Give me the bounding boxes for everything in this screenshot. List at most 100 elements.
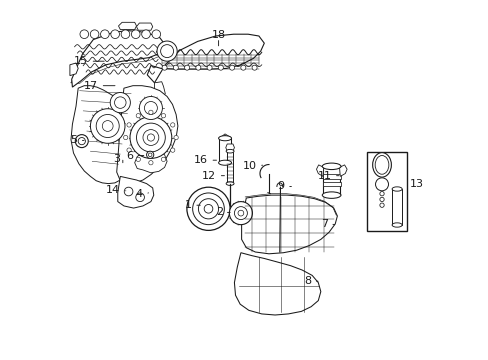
Text: 13: 13 <box>409 179 423 189</box>
Ellipse shape <box>391 187 401 191</box>
Bar <box>322 174 340 179</box>
Text: 7: 7 <box>320 219 327 229</box>
Circle shape <box>136 123 165 152</box>
Circle shape <box>111 30 119 39</box>
Circle shape <box>162 65 167 70</box>
Polygon shape <box>70 63 78 76</box>
Circle shape <box>379 192 384 196</box>
Circle shape <box>204 204 212 213</box>
Circle shape <box>127 148 131 152</box>
Circle shape <box>229 65 234 70</box>
Circle shape <box>78 138 85 145</box>
Circle shape <box>170 148 175 152</box>
Ellipse shape <box>374 156 388 174</box>
Polygon shape <box>134 150 167 173</box>
Text: 18: 18 <box>211 30 225 40</box>
Circle shape <box>229 202 252 225</box>
Circle shape <box>198 199 218 219</box>
Polygon shape <box>117 86 178 184</box>
Circle shape <box>146 151 153 158</box>
Circle shape <box>251 65 257 70</box>
Bar <box>366 152 407 231</box>
Circle shape <box>206 65 212 70</box>
Text: 6: 6 <box>126 150 133 161</box>
Circle shape <box>142 130 159 145</box>
Circle shape <box>144 102 157 114</box>
Text: 5: 5 <box>70 135 77 145</box>
Circle shape <box>147 134 154 141</box>
Circle shape <box>90 30 99 39</box>
Circle shape <box>161 157 165 162</box>
Circle shape <box>80 30 88 39</box>
Polygon shape <box>339 165 346 176</box>
Circle shape <box>148 110 153 114</box>
Polygon shape <box>72 31 165 87</box>
Circle shape <box>142 30 150 39</box>
Ellipse shape <box>322 192 340 198</box>
Ellipse shape <box>218 136 231 141</box>
Polygon shape <box>316 165 323 176</box>
Ellipse shape <box>218 160 231 165</box>
Circle shape <box>234 207 247 220</box>
Circle shape <box>136 193 144 202</box>
Bar <box>322 182 340 186</box>
Bar <box>391 189 401 225</box>
Circle shape <box>186 187 230 230</box>
Text: 10: 10 <box>242 161 256 171</box>
Text: 8: 8 <box>304 276 311 286</box>
Ellipse shape <box>225 149 234 153</box>
Circle shape <box>121 30 129 39</box>
Text: 15: 15 <box>74 56 88 66</box>
Circle shape <box>161 113 165 118</box>
Circle shape <box>139 96 162 120</box>
Circle shape <box>90 109 125 143</box>
Circle shape <box>101 30 109 39</box>
Circle shape <box>131 30 140 39</box>
Circle shape <box>184 65 189 70</box>
Polygon shape <box>234 253 320 315</box>
Circle shape <box>170 123 175 127</box>
Circle shape <box>124 187 133 196</box>
Text: 12: 12 <box>202 171 216 181</box>
Circle shape <box>96 114 119 138</box>
Circle shape <box>123 135 127 140</box>
Polygon shape <box>118 22 136 30</box>
Circle shape <box>195 65 201 70</box>
Polygon shape <box>147 34 264 83</box>
Circle shape <box>375 178 387 191</box>
Circle shape <box>240 65 245 70</box>
Circle shape <box>102 121 113 131</box>
Polygon shape <box>219 134 230 140</box>
Circle shape <box>157 41 177 61</box>
Circle shape <box>379 203 384 207</box>
Circle shape <box>192 193 224 225</box>
Bar <box>322 166 340 195</box>
Text: 3: 3 <box>113 154 120 164</box>
Circle shape <box>130 117 171 158</box>
Polygon shape <box>136 23 152 30</box>
Bar <box>219 138 230 163</box>
Text: 1: 1 <box>184 200 192 210</box>
Circle shape <box>114 97 126 108</box>
Circle shape <box>152 30 160 39</box>
Polygon shape <box>225 144 234 151</box>
Circle shape <box>148 161 153 165</box>
Polygon shape <box>71 86 142 184</box>
Circle shape <box>173 65 178 70</box>
Circle shape <box>379 197 384 202</box>
Polygon shape <box>118 176 153 208</box>
Circle shape <box>136 157 140 162</box>
Polygon shape <box>154 82 165 97</box>
Text: 4: 4 <box>136 189 142 199</box>
Circle shape <box>110 93 130 113</box>
Ellipse shape <box>372 153 390 177</box>
Text: 16: 16 <box>193 155 207 165</box>
Text: 9: 9 <box>277 181 284 192</box>
Ellipse shape <box>225 182 234 185</box>
Circle shape <box>218 65 223 70</box>
Ellipse shape <box>322 163 340 170</box>
Ellipse shape <box>391 223 401 227</box>
Circle shape <box>148 153 152 157</box>
Text: 11: 11 <box>317 171 331 181</box>
Circle shape <box>136 113 140 118</box>
